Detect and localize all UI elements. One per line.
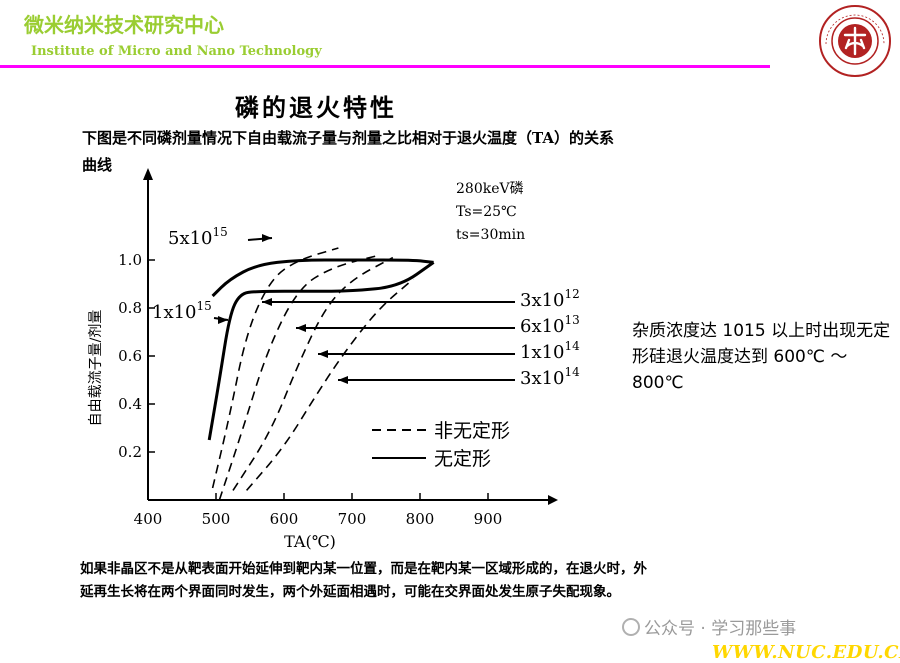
series-arrowhead <box>218 316 228 324</box>
y-tick-label: 0.2 <box>118 443 142 461</box>
series-curve <box>211 258 434 298</box>
x-tick-label: 500 <box>202 510 231 528</box>
series-label-exponent: 14 <box>565 365 581 379</box>
series-label-exponent: 15 <box>213 225 228 239</box>
y-tick-label: 1.0 <box>118 251 142 269</box>
series-curve <box>218 254 380 501</box>
header-title-en: Institute of Micro and Nano Technology <box>31 44 322 59</box>
series-curve <box>211 247 339 489</box>
series-curve <box>245 278 414 491</box>
series-label: 1x1015 <box>152 299 212 323</box>
header-title-cn: 微米纳米技术研究中心 <box>24 13 224 37</box>
x-axis-arrow <box>548 495 558 505</box>
x-tick-label: 400 <box>134 510 163 528</box>
series-label: 5x1015 <box>168 225 228 249</box>
watermark-text: 公众号 · 学习那些事 <box>644 619 797 639</box>
legend-label: 非无定形 <box>434 420 510 442</box>
series-label-exponent: 15 <box>197 299 212 313</box>
series-arrowhead <box>262 234 272 242</box>
series-arrowhead <box>318 350 328 358</box>
university-seal-icon <box>819 5 891 77</box>
series-label: 3x1014 <box>520 365 580 389</box>
y-axis-arrow <box>143 168 153 180</box>
y-axis-label: 自由载流子量/剂量 <box>88 310 104 427</box>
header-divider <box>0 65 770 68</box>
wechat-icon <box>622 618 640 636</box>
chart-condition: Ts=25℃ <box>456 204 517 220</box>
y-tick-label: 0.4 <box>118 395 142 413</box>
x-tick-label: 700 <box>338 510 367 528</box>
chart-condition: 280keV磷 <box>456 181 524 197</box>
x-tick-label: 800 <box>406 510 435 528</box>
series-arrowhead <box>262 298 272 306</box>
watermark: 公众号 · 学习那些事 <box>622 614 796 639</box>
series-label: 1x1014 <box>520 339 580 363</box>
series-label-exponent: 14 <box>565 339 581 353</box>
chart-conditions: 280keV磷 Ts=25℃ ts=30min <box>456 181 525 243</box>
series-label: 3x1012 <box>520 287 580 311</box>
y-tick-label: 0.8 <box>118 299 142 317</box>
legend-label: 无定形 <box>434 448 491 470</box>
bottom-paragraph: 如果非晶区不是从靶表面开始延伸到靶内某一位置，而是在靶内某一区域形成的，在退火时… <box>80 561 647 600</box>
x-tick-label: 600 <box>270 510 299 528</box>
chart-curves <box>207 247 435 501</box>
side-note: 杂质浓度达 1015 以上时出现无定形硅退火温度达到 600℃ ～ 800℃ <box>632 321 891 393</box>
chart-condition: ts=30min <box>456 227 525 243</box>
series-label: 6x1013 <box>520 313 580 337</box>
slide-title: 磷的退火特性 <box>235 93 397 122</box>
x-axis-label: TA(℃) <box>284 532 336 551</box>
y-tick-label: 0.6 <box>118 347 142 365</box>
series-label-exponent: 12 <box>565 287 580 301</box>
x-tick-label: 900 <box>474 510 503 528</box>
chart-ticks: 400 500 600 700 800 900 0.2 0.4 0.6 0.8 1.0 <box>118 251 502 528</box>
series-label-exponent: 13 <box>565 313 580 327</box>
site-url: WWW.NUC.EDU.CN <box>712 642 900 663</box>
series-curve <box>232 256 394 491</box>
chart-axes <box>143 168 558 505</box>
series-curve <box>207 261 435 441</box>
chart-labels: TA(℃) 自由载流子量/剂量 5x1015 1x1015 3x10126x10131x… <box>88 225 580 551</box>
series-arrowhead <box>296 324 306 332</box>
series-arrowhead <box>338 376 348 384</box>
chart-intro-text: 下图是不同磷剂量情况下自由载流子量与剂量之比相对于退火温度（TA）的关系曲线 <box>82 129 614 174</box>
